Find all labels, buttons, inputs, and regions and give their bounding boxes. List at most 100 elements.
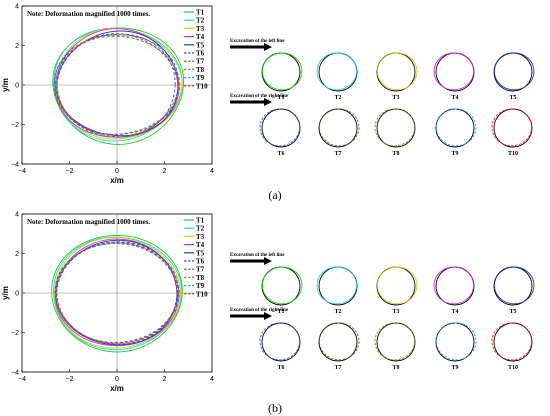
deformed-outline xyxy=(376,52,418,91)
thumbnail-label: T2 xyxy=(334,309,341,315)
tunnel-thumbnails: Excavation of the left line Excavation of… xyxy=(230,253,535,371)
deformed-outline xyxy=(316,266,358,305)
x-tick-label: 0 xyxy=(115,168,119,175)
panel-a-caption: (a) xyxy=(268,188,282,202)
panel-b-figure: −4 −2 0 2 4 4 2 0 −2 −4 x/m y/m Note: Deformation ma… xyxy=(1,212,535,393)
series-line-t2 xyxy=(53,236,183,351)
deformed-outline xyxy=(261,266,303,305)
thumbnail-label: T1 xyxy=(277,95,284,101)
right-line-excavation-label: Excavation of the right line xyxy=(230,308,289,313)
legend-label: T8 xyxy=(196,274,205,282)
right-line-excavation-arrow: Excavation of the right line xyxy=(230,94,289,106)
series-line-t6 xyxy=(53,33,176,138)
thumbnail-t4: T4 xyxy=(433,52,475,101)
y-tick-label: −4 xyxy=(11,370,19,377)
thumbnail-t3: T3 xyxy=(376,52,418,101)
legend-label: T8 xyxy=(196,66,205,74)
y-tick-label: −2 xyxy=(11,122,19,129)
thumbnail-label: T4 xyxy=(451,95,458,101)
thumbnail-label: T9 xyxy=(451,151,458,157)
y-tick-label: 0 xyxy=(15,83,19,90)
thumbnail-label: T4 xyxy=(451,309,458,315)
thumbnail-label: T9 xyxy=(451,365,458,371)
deformed-outline xyxy=(491,322,533,361)
arrow-head xyxy=(264,98,272,106)
x-axis-label: x/m xyxy=(110,384,124,393)
thumbnail-t6: T6 xyxy=(259,322,301,371)
legend-label: T3 xyxy=(196,233,205,241)
legend-label: T10 xyxy=(196,290,208,298)
arrow-shaft xyxy=(230,100,264,104)
legend-label: T7 xyxy=(196,58,205,66)
panel-a: −4 −2 0 2 4 4 2 0 −2 −4 x/m y/m Note: Deformation ma… xyxy=(1,4,535,202)
deformation-chart: −4 −2 0 2 4 4 2 0 −2 −4 x/m y/m Note: Deformation ma… xyxy=(1,4,214,186)
legend-label: T7 xyxy=(196,266,205,274)
thumbnail-t8: T8 xyxy=(374,322,416,371)
thumbnail-t7: T7 xyxy=(318,108,360,157)
arrow-shaft xyxy=(230,259,264,263)
deformed-outline xyxy=(433,266,475,305)
thumbnail-t9: T9 xyxy=(435,322,477,371)
thumbnail-label: T5 xyxy=(509,95,516,101)
thumbnail-label: T10 xyxy=(508,151,518,157)
deformed-outline xyxy=(316,52,358,91)
left-line-excavation-label: Excavation of the left line xyxy=(230,39,285,44)
y-axis-label: y/m xyxy=(1,78,10,92)
thumbnail-t2: T2 xyxy=(316,52,358,101)
y-tick-label: 4 xyxy=(15,4,19,11)
thumbnail-t4: T4 xyxy=(433,266,475,315)
arrow-head xyxy=(264,312,272,320)
arrow-shaft xyxy=(230,314,264,318)
panel-a-figure: −4 −2 0 2 4 4 2 0 −2 −4 x/m y/m Note: Deformation ma… xyxy=(1,4,535,186)
legend-label: T5 xyxy=(196,249,205,257)
legend-label: T3 xyxy=(196,25,205,33)
deformed-outline xyxy=(376,266,418,305)
thumbnail-label: T8 xyxy=(392,365,399,371)
thumbnail-label: T3 xyxy=(392,309,399,315)
legend-label: T6 xyxy=(196,258,205,266)
right-line-excavation-label: Excavation of the right line xyxy=(230,94,289,99)
deformed-outline xyxy=(318,108,360,147)
x-tick-label: −2 xyxy=(66,376,74,383)
legend-label: T4 xyxy=(196,33,205,41)
arrow-shaft xyxy=(230,45,264,49)
legend-label: T9 xyxy=(196,282,205,290)
panel-b-caption: (b) xyxy=(268,401,282,415)
arrow-head xyxy=(264,257,272,265)
deformed-outline xyxy=(493,266,535,305)
x-tick-label: 4 xyxy=(210,168,214,175)
x-tick-label: 2 xyxy=(163,376,167,383)
note-text: Note: Deformation magnified 1000 times. xyxy=(27,218,150,226)
x-axis-label: x/m xyxy=(110,176,124,185)
thumbnail-t6: T6 xyxy=(259,108,301,157)
x-tick-label: −4 xyxy=(18,168,26,175)
x-tick-label: −2 xyxy=(66,168,74,175)
series-line-t10 xyxy=(56,241,179,344)
thumbnail-label: T8 xyxy=(392,151,399,157)
thumbnail-t8: T8 xyxy=(374,108,416,157)
thumbnail-label: T7 xyxy=(334,151,341,157)
x-tick-label: 4 xyxy=(210,376,214,383)
series-line-t1 xyxy=(52,27,185,145)
thumbnail-label: T3 xyxy=(392,95,399,101)
thumbnail-t3: T3 xyxy=(376,266,418,315)
thumbnail-label: T5 xyxy=(509,309,516,315)
right-line-excavation-arrow: Excavation of the right line xyxy=(230,308,289,320)
thumbnail-t10: T10 xyxy=(491,108,533,157)
deformed-outline xyxy=(259,322,301,361)
thumbnail-label: T1 xyxy=(277,309,284,315)
panel-b: −4 −2 0 2 4 4 2 0 −2 −4 x/m y/m Note: Deformation ma… xyxy=(0,208,550,416)
deformed-outline xyxy=(261,52,303,91)
series-line-t10 xyxy=(56,33,179,135)
legend-label: T2 xyxy=(196,225,205,233)
x-tick-label: −4 xyxy=(18,376,26,383)
tunnel-thumbnails: Excavation of the left line Excavation of… xyxy=(230,39,535,157)
left-line-excavation-arrow: Excavation of the left line xyxy=(230,253,285,265)
thumbnail-t1: T1 xyxy=(261,266,303,315)
left-line-excavation-label: Excavation of the left line xyxy=(230,253,285,258)
thumbnail-t9: T9 xyxy=(435,108,477,157)
legend-label: T2 xyxy=(196,17,205,25)
deformed-outline xyxy=(318,322,360,361)
